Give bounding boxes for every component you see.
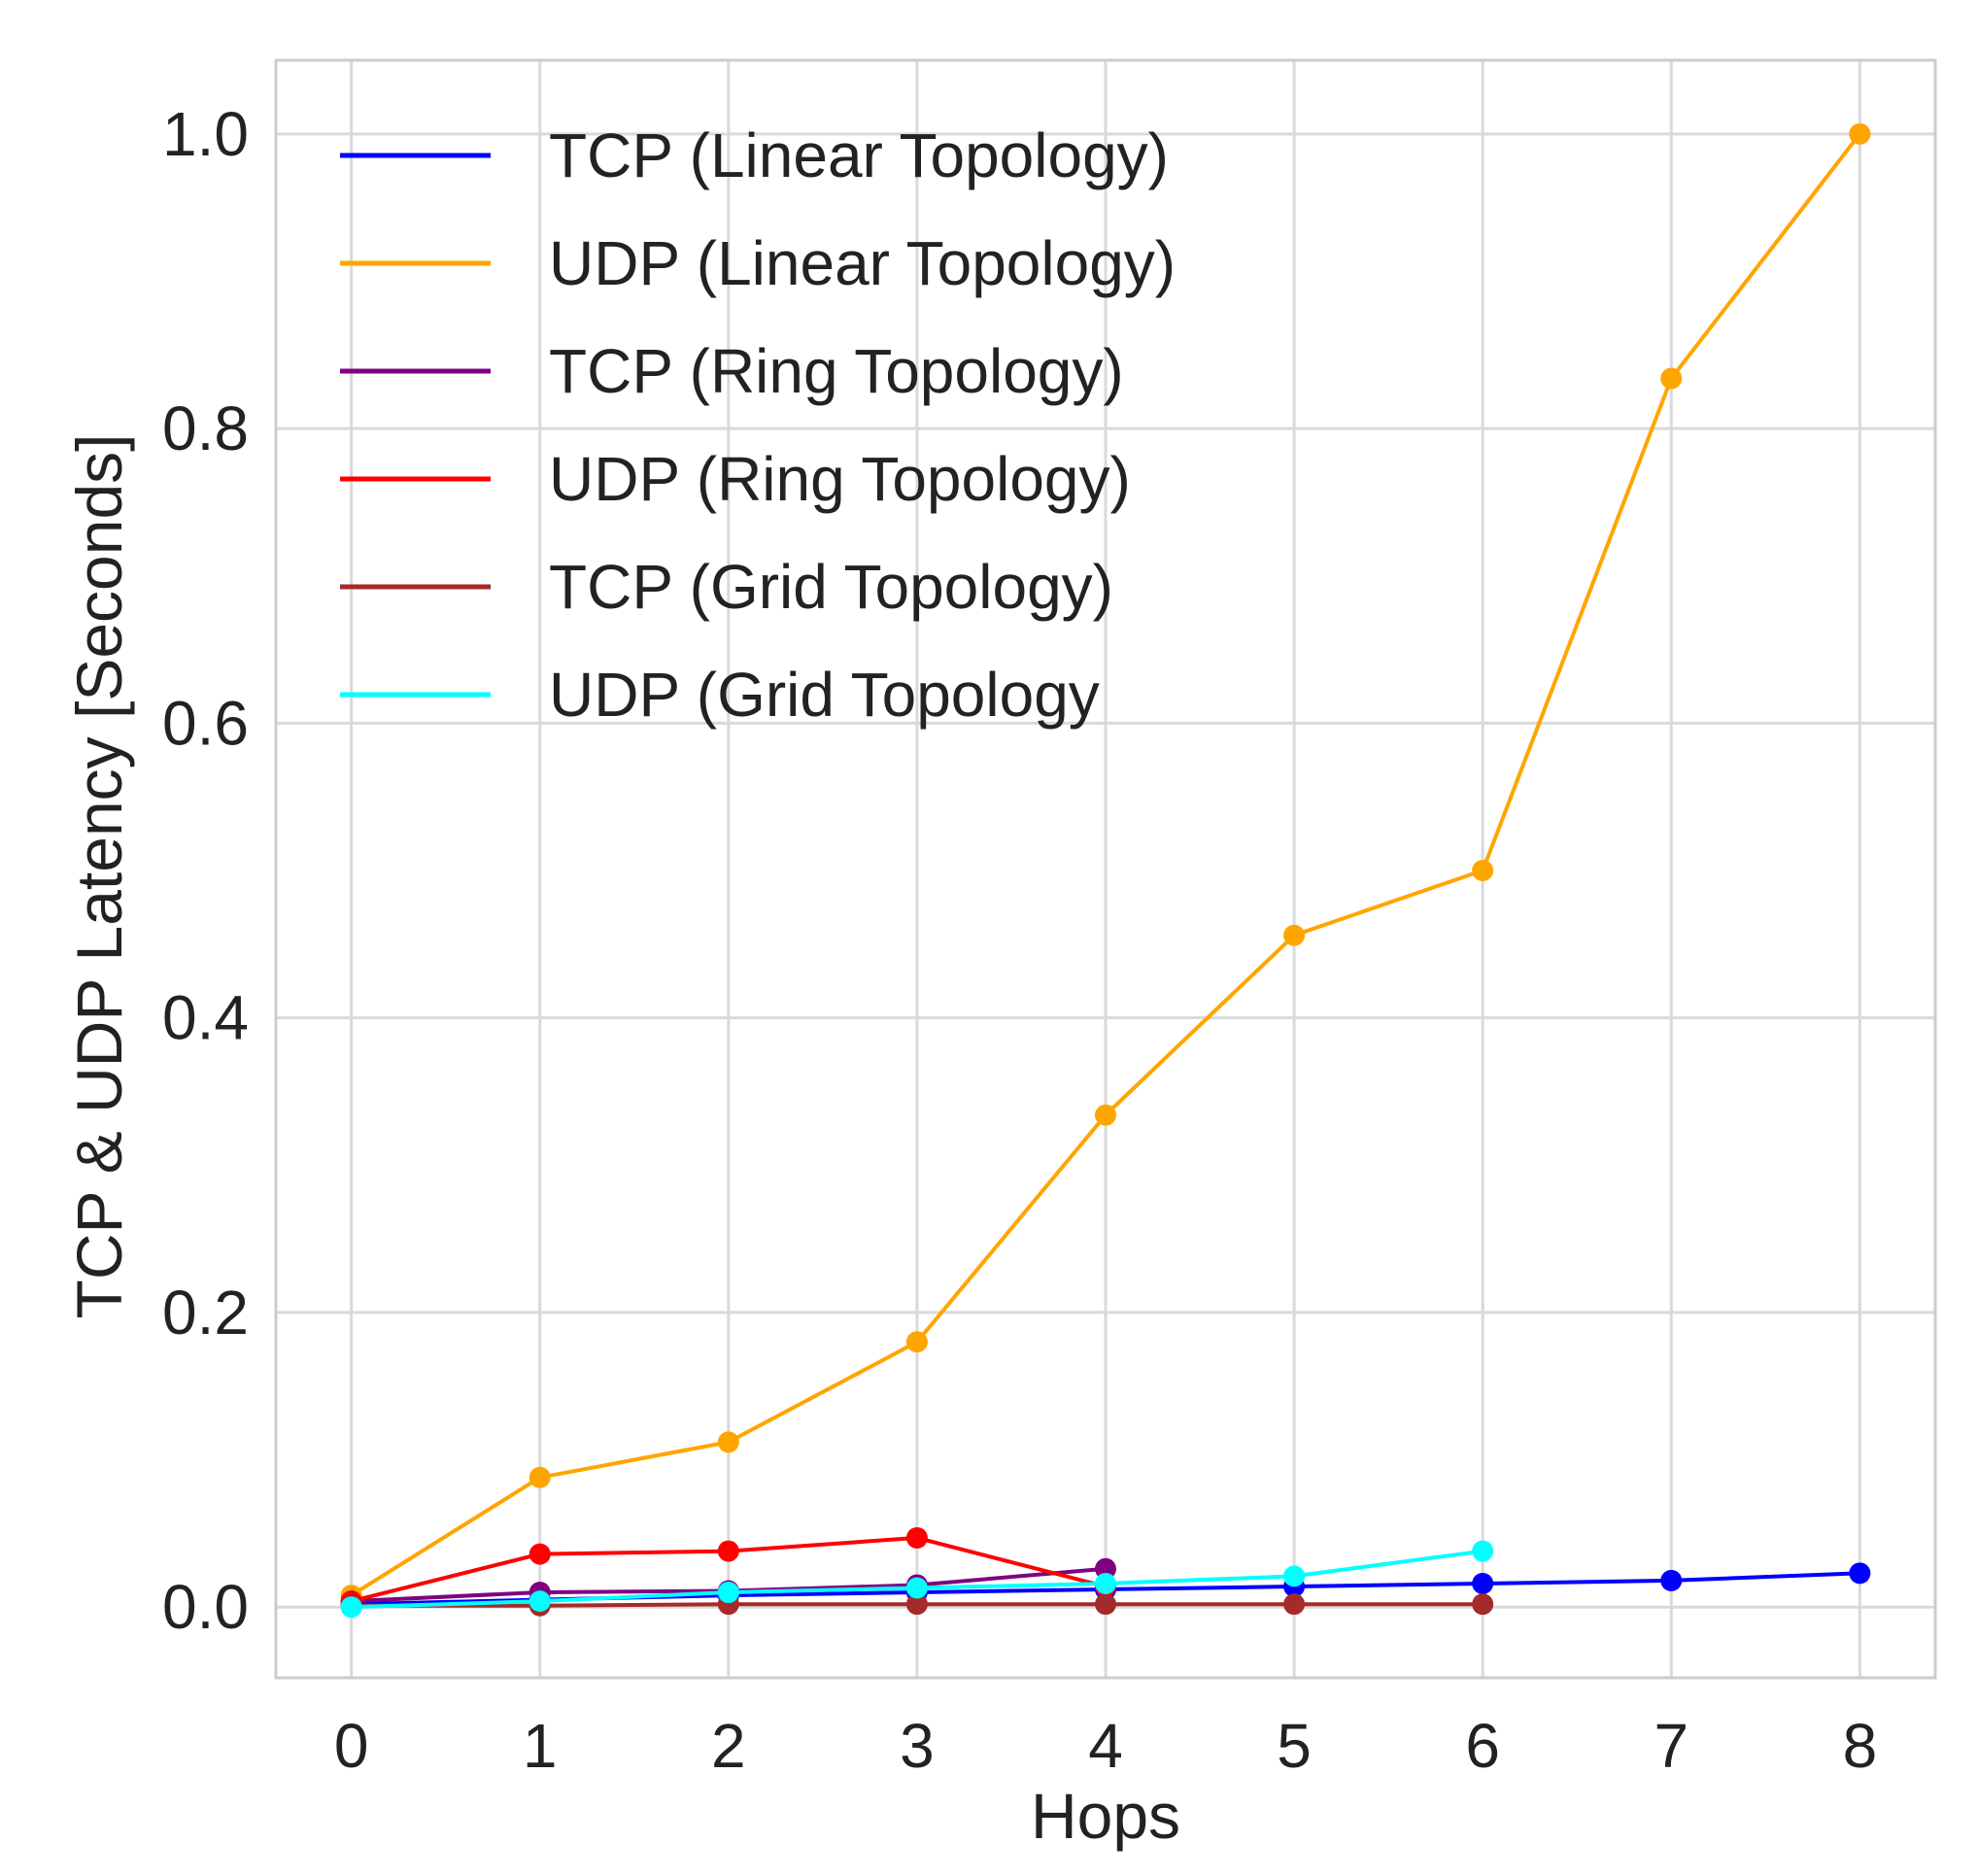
data-point — [1660, 1569, 1683, 1591]
legend-item: TCP (Ring Topology) — [340, 336, 1124, 406]
y-tick-label: 0.0 — [162, 1572, 249, 1642]
data-point — [1849, 122, 1871, 145]
x-tick-label: 2 — [711, 1711, 746, 1781]
data-point — [1472, 1540, 1494, 1562]
data-point — [1472, 860, 1494, 882]
legend-label: TCP (Ring Topology) — [549, 336, 1124, 406]
x-tick-label: 7 — [1654, 1711, 1688, 1781]
legend-label: TCP (Grid Topology) — [549, 552, 1113, 622]
data-point — [1283, 924, 1306, 946]
x-axis-label: Hops — [1031, 1780, 1180, 1852]
legend-item: UDP (Ring Topology) — [340, 444, 1131, 514]
data-point — [1472, 1572, 1494, 1594]
y-tick-label: 0.6 — [162, 688, 249, 758]
legend-item: UDP (Grid Topology — [340, 660, 1100, 730]
y-tick-label: 0.8 — [162, 393, 249, 463]
x-tick-label: 8 — [1843, 1711, 1878, 1781]
series-lines — [340, 122, 1871, 1619]
data-point — [905, 1526, 928, 1549]
x-tick-label: 3 — [900, 1711, 935, 1781]
legend-label: TCP (Linear Topology) — [549, 120, 1169, 190]
legend-label: UDP (Grid Topology — [549, 660, 1100, 730]
plot-frame — [274, 58, 1937, 1680]
data-point — [1660, 367, 1683, 390]
data-point — [1849, 1562, 1871, 1585]
data-point — [905, 1577, 928, 1599]
data-point — [1283, 1593, 1306, 1616]
data-point — [905, 1593, 928, 1616]
data-point — [1095, 1593, 1116, 1616]
x-tick-label: 5 — [1277, 1711, 1312, 1781]
data-point — [1095, 1104, 1116, 1126]
data-point — [1283, 1565, 1306, 1587]
data-point — [717, 1540, 739, 1562]
y-tick-label: 1.0 — [162, 99, 249, 169]
data-point — [717, 1582, 739, 1604]
data-point — [529, 1590, 551, 1613]
y-tick-label: 0.4 — [162, 983, 249, 1053]
data-point — [529, 1466, 551, 1488]
legend-label: UDP (Ring Topology) — [549, 444, 1131, 514]
x-tick-label: 0 — [334, 1711, 369, 1781]
legend-item: UDP (Linear Topology) — [340, 228, 1176, 298]
legend-item: TCP (Grid Topology) — [340, 552, 1113, 622]
tick-labels: 0 1 2 3 4 5 6 7 8 0.0 0.2 0.4 0.6 0.8 1.0 — [162, 99, 1877, 1781]
data-point — [340, 1596, 362, 1619]
data-point — [529, 1543, 551, 1565]
data-point — [1095, 1572, 1116, 1594]
legend: TCP (Linear Topology) UDP (Linear Topolog… — [340, 120, 1176, 730]
x-tick-label: 6 — [1465, 1711, 1500, 1781]
data-point — [1095, 1557, 1116, 1580]
x-tick-label: 1 — [523, 1711, 558, 1781]
legend-label: UDP (Linear Topology) — [549, 228, 1176, 298]
x-tick-label: 4 — [1088, 1711, 1123, 1781]
grid — [276, 60, 1935, 1678]
series-udp-grid-topology — [340, 1540, 1494, 1619]
data-point — [1472, 1593, 1494, 1616]
data-point — [717, 1431, 739, 1453]
y-axis-label: TCP & UDP Latency [Seconds] — [63, 433, 135, 1318]
y-tick-label: 0.2 — [162, 1278, 249, 1347]
data-point — [905, 1331, 928, 1353]
legend-item: TCP (Linear Topology) — [340, 120, 1169, 190]
